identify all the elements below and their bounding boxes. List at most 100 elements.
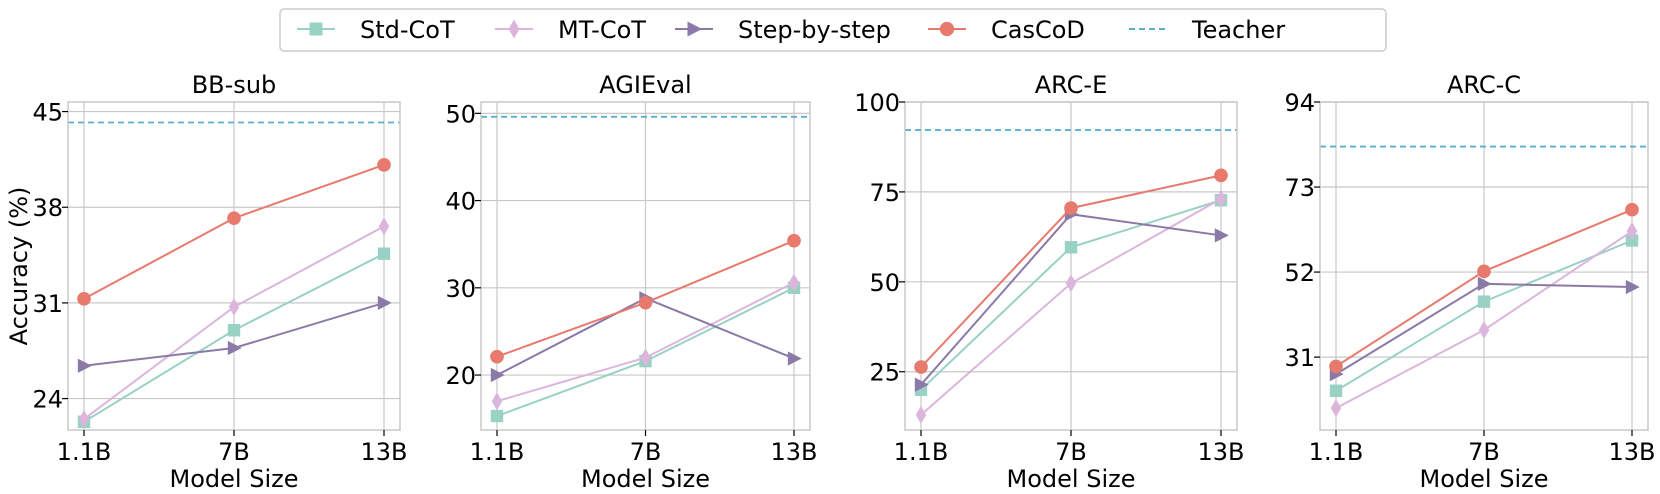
legend-label: Step-by-step	[738, 16, 891, 44]
x-tick-label: 13B	[770, 438, 817, 466]
x-tick-label: 13B	[1608, 438, 1655, 466]
panel-agieval: 20 30 40 50 1.1B 7B 13B AGIEval Model Size	[445, 71, 817, 493]
panel-arc-e: 25 50 75 100 1.1B 7B 13B ARC-E Model Size	[854, 71, 1244, 493]
panel-bb-sub: 24 31 38 45 1.1B 7B 13B BB-sub Model Size Accurac…	[5, 71, 408, 493]
y-tick-label: 24	[32, 386, 63, 414]
data-point	[788, 273, 800, 292]
data-point	[1477, 264, 1491, 279]
data-point	[378, 217, 390, 236]
y-tick-label: 50	[869, 269, 900, 297]
legend-swatch-marker	[508, 19, 520, 39]
data-point	[1064, 241, 1078, 254]
panel-title: ARC-E	[1035, 71, 1107, 99]
y-tick-label: 25	[869, 359, 900, 387]
x-tick-label: 7B	[1468, 438, 1500, 466]
series-cascod	[490, 233, 801, 364]
data-point	[787, 351, 802, 366]
legend-swatch-marker	[309, 22, 323, 36]
x-tick-label: 1.1B	[894, 438, 949, 466]
data-point	[77, 291, 91, 306]
data-point	[1064, 201, 1078, 215]
y-tick-label: 100	[854, 89, 900, 117]
legend: Std-CoT MT-CoT Step-by-step CasCoD Teacher	[279, 8, 1387, 52]
data-point	[227, 324, 241, 337]
series-mt-cot	[78, 217, 390, 429]
x-axis-label: Model Size	[581, 465, 710, 493]
x-tick-label: 7B	[218, 438, 250, 466]
data-point	[1478, 320, 1490, 339]
data-point	[1625, 202, 1639, 217]
x-tick-label: 7B	[1055, 438, 1087, 466]
data-point	[227, 340, 242, 356]
legend-swatch-marker	[687, 21, 703, 37]
data-point	[377, 247, 391, 260]
legend-label: Teacher	[1191, 16, 1285, 44]
x-tick-label: 1.1B	[1309, 438, 1364, 466]
data-point	[1625, 279, 1640, 295]
legend-swatch-marker	[939, 21, 955, 37]
y-tick-label: 94	[1284, 89, 1315, 117]
data-point	[1215, 189, 1227, 208]
legend-item-teacher: Teacher	[1129, 16, 1285, 44]
panel-title: ARC-C	[1447, 71, 1521, 99]
x-axis-label: Model Size	[170, 465, 299, 493]
data-point	[490, 367, 505, 383]
y-axis-label: Accuracy (%)	[5, 187, 33, 346]
data-point	[377, 295, 392, 311]
data-point	[1329, 359, 1343, 374]
data-point	[1330, 399, 1342, 418]
x-axis-label: Model Size	[1420, 465, 1549, 493]
y-tick-label: 73	[1284, 174, 1315, 202]
legend-item-cascod: CasCoD	[928, 16, 1085, 44]
y-tick-label: 30	[445, 275, 476, 303]
y-tick-label: 31	[1284, 344, 1315, 372]
series-cascod	[914, 168, 1228, 374]
data-point	[914, 377, 929, 392]
data-point	[1329, 384, 1343, 397]
data-point	[1625, 234, 1639, 247]
panel-title: BB-sub	[192, 71, 277, 99]
data-point	[1477, 276, 1492, 291]
data-point	[377, 158, 391, 172]
y-tick-label: 75	[869, 179, 900, 207]
data-point	[228, 298, 240, 316]
legend-frame	[279, 8, 1387, 52]
panel-title: AGIEval	[599, 71, 691, 99]
data-point	[77, 358, 92, 373]
series-mt-cot	[491, 273, 800, 411]
x-tick-label: 1.1B	[57, 438, 112, 466]
series-std-cot	[1329, 234, 1639, 397]
legend-item-mt-cot: MT-CoT	[495, 16, 646, 44]
data-point	[915, 405, 927, 424]
series-step-by-step	[914, 207, 1229, 392]
x-tick-label: 13B	[1197, 438, 1244, 466]
legend-item-std-cot: Std-CoT	[297, 16, 455, 44]
legend-label: Std-CoT	[360, 16, 455, 44]
series-cascod	[77, 158, 391, 306]
series-mt-cot	[915, 189, 1227, 424]
y-tick-label: 20	[445, 362, 476, 390]
x-tick-label: 7B	[630, 438, 662, 466]
data-point	[640, 348, 651, 367]
data-point	[78, 410, 90, 429]
panel-arc-c: 31 52 73 94 1.1B 7B 13B ARC-C Model Size	[1284, 71, 1655, 493]
data-point	[227, 211, 241, 225]
data-point	[1626, 222, 1638, 241]
y-tick-label: 38	[32, 194, 63, 222]
series-cascod	[1329, 202, 1639, 374]
y-tick-label: 40	[445, 188, 476, 216]
data-point	[491, 392, 503, 411]
legend-label: CasCoD	[991, 16, 1085, 44]
data-point	[1214, 228, 1229, 243]
y-tick-label: 52	[1284, 259, 1315, 287]
x-tick-label: 1.1B	[470, 438, 525, 466]
data-point	[1477, 295, 1491, 308]
data-point	[638, 295, 653, 310]
y-tick-label: 31	[32, 290, 63, 318]
legend-item-step-by-step: Step-by-step	[675, 16, 891, 44]
series-step-by-step	[77, 295, 392, 373]
data-point	[1065, 274, 1077, 293]
data-point	[914, 360, 928, 374]
